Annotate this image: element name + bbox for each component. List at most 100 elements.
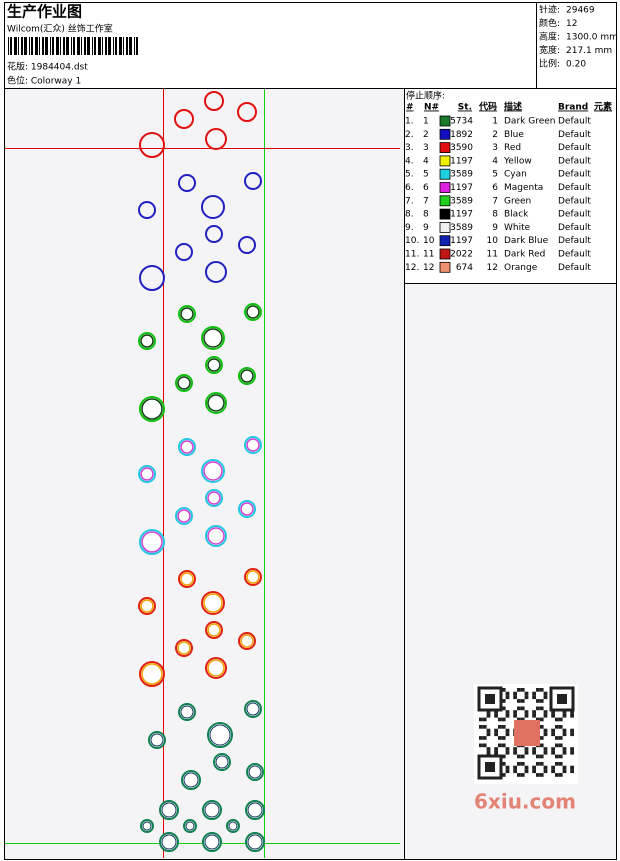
circle-motif [248, 765, 262, 779]
row-stitches: 5734 [450, 117, 473, 127]
qr-cell [524, 769, 529, 774]
bar [63, 37, 65, 55]
qr-cell [486, 747, 491, 751]
qr-cell [505, 750, 510, 755]
column-header: Brand [558, 103, 588, 113]
row-brand: Default [558, 143, 591, 153]
row-stitches: 1892 [450, 130, 473, 140]
circle-motif [180, 572, 194, 586]
row-stitches: 2022 [450, 250, 473, 260]
circle-motif [201, 459, 225, 483]
qr-code [474, 684, 578, 784]
row-description: Yellow [503, 156, 532, 166]
qr-cell [543, 691, 548, 696]
circle-motif [201, 195, 225, 219]
circle-motif [174, 109, 194, 129]
circle-motif [205, 525, 227, 547]
qr-cell [543, 769, 548, 774]
row-brand: Default [558, 196, 591, 206]
qr-cell [570, 769, 574, 774]
company: Wilcom(汇众) 丝饰工作室 [7, 23, 113, 35]
qr-cell [513, 710, 517, 714]
qr-finder [485, 762, 495, 772]
qr-cell [562, 710, 567, 714]
bar [113, 37, 114, 55]
bar [119, 37, 122, 55]
qr-cell [517, 773, 521, 777]
qr-cell [517, 699, 521, 703]
row-code: 1 [492, 117, 498, 127]
qr-cell [513, 695, 517, 700]
qr-cell [555, 762, 559, 766]
qr-cell [539, 743, 544, 748]
row-description: Black [504, 210, 529, 220]
bar [60, 37, 61, 55]
qr-cell [551, 713, 555, 718]
column-header: St. [458, 103, 472, 113]
bar [35, 37, 38, 55]
qr-cell [520, 706, 525, 711]
row-code: 8 [492, 210, 498, 220]
color-swatch [439, 261, 451, 273]
qr-cell [532, 695, 536, 700]
row-description: Red [504, 143, 521, 153]
qr-cell [513, 769, 517, 774]
qr-cell [486, 710, 491, 714]
stat-label: 颜色: [539, 17, 560, 29]
qr-cell [486, 728, 491, 733]
stat-label: 针迹: [539, 4, 560, 16]
row-n: 3 [423, 143, 429, 153]
qr-cell [524, 691, 529, 696]
qr-cell [505, 732, 510, 737]
qr-finder [485, 694, 495, 704]
qr-cell [517, 754, 521, 759]
row-brand: Default [558, 236, 591, 246]
row-code: 11 [487, 250, 498, 260]
bar [136, 37, 138, 55]
row-stitches: 1197 [450, 210, 473, 220]
qr-cell [539, 699, 544, 703]
circle-motif [207, 358, 221, 372]
qr-cell [539, 754, 544, 759]
row-code: 3 [492, 143, 498, 153]
qr-cell [486, 750, 491, 755]
qr-cell [570, 765, 574, 770]
row-brand: Default [558, 223, 591, 233]
qr-cell [494, 732, 498, 737]
row-n: 5 [423, 170, 429, 180]
row-stitches: 3589 [450, 223, 473, 233]
row-code: 2 [492, 130, 498, 140]
qr-cell [543, 765, 548, 770]
qr-cell [520, 762, 525, 766]
bar [71, 37, 72, 55]
row-brand: Default [558, 250, 591, 260]
qr-finder [557, 694, 567, 704]
circle-motif [140, 599, 154, 613]
qr-cell [555, 773, 559, 777]
row-stitches: 1197 [450, 156, 473, 166]
stat-value: 217.1 mm [566, 46, 612, 56]
circle-motif [246, 570, 260, 584]
row-index: 3. [405, 143, 414, 153]
qr-cell [543, 732, 548, 737]
bar [66, 37, 69, 55]
qr-cell [501, 725, 506, 729]
circle-motif [139, 396, 165, 422]
bar [92, 37, 93, 55]
circle-motif [246, 438, 260, 452]
qr-cell [501, 699, 506, 703]
circle-motif [247, 834, 263, 850]
qr-cell [479, 717, 483, 722]
qr-cell [513, 765, 517, 770]
qr-cell [524, 695, 529, 700]
qr-cell [532, 710, 536, 714]
row-brand: Default [558, 156, 591, 166]
bar [45, 37, 48, 55]
row-code: 10 [487, 236, 499, 246]
title: 生产作业图 [7, 3, 82, 21]
qr-cell [517, 762, 521, 766]
circle-motif [159, 800, 179, 820]
row-stitches: 3589 [450, 196, 473, 206]
circle-motif [205, 225, 223, 243]
